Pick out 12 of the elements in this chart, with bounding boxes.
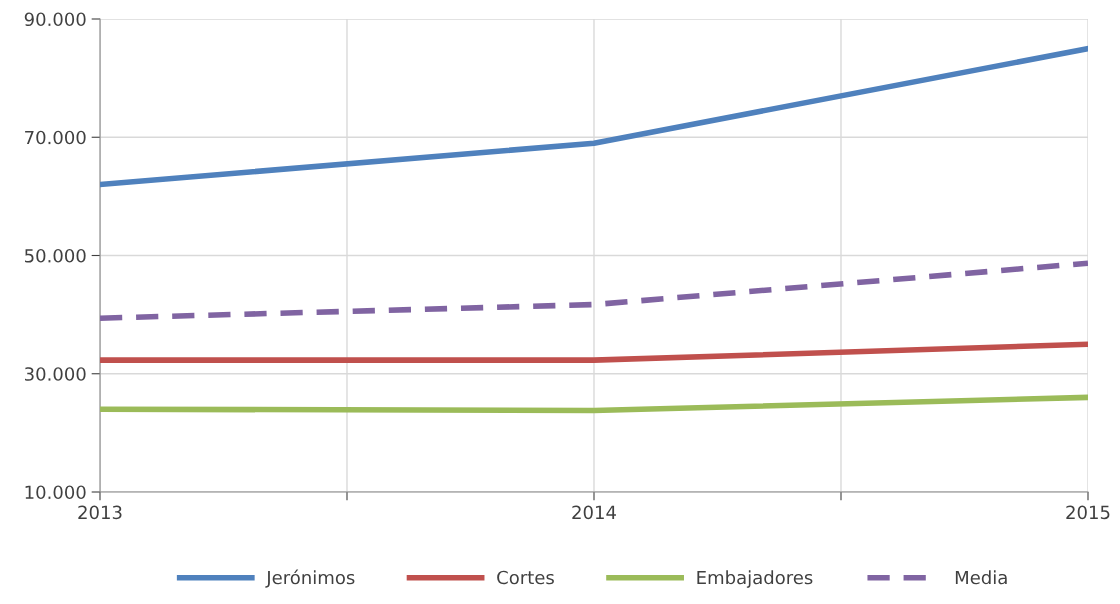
legend-label: Jerónimos: [265, 569, 355, 588]
legend-label: Media: [955, 570, 1007, 585]
legend-label: Embajadores: [697, 570, 813, 588]
y-tick-label: 70.000: [25, 130, 86, 145]
y-tick-label: 10.000: [25, 485, 86, 500]
y-tick-label: 90.000: [24, 12, 86, 27]
x-tick-label: 2013: [78, 505, 122, 520]
x-tick-label: 2015: [1066, 505, 1110, 520]
x-tick-label: 2014: [572, 505, 616, 520]
y-tick-label: 50.000: [25, 248, 86, 263]
legend-label: Cortes: [497, 570, 554, 585]
y-tick-label: 30.000: [25, 367, 86, 381]
